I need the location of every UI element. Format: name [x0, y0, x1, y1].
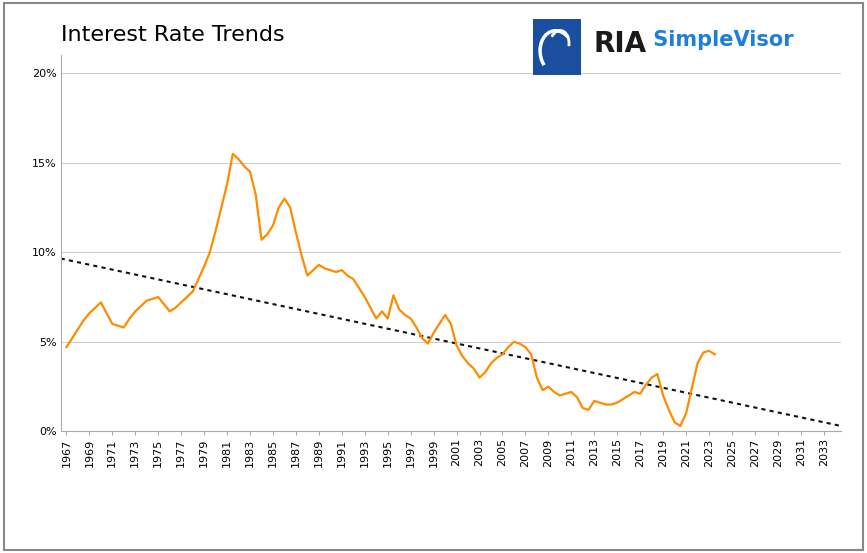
Text: SimpleVisor: SimpleVisor [646, 30, 793, 50]
Text: RIA: RIA [594, 30, 647, 59]
FancyBboxPatch shape [531, 17, 583, 77]
Text: Interest Rate Trends: Interest Rate Trends [61, 25, 284, 45]
